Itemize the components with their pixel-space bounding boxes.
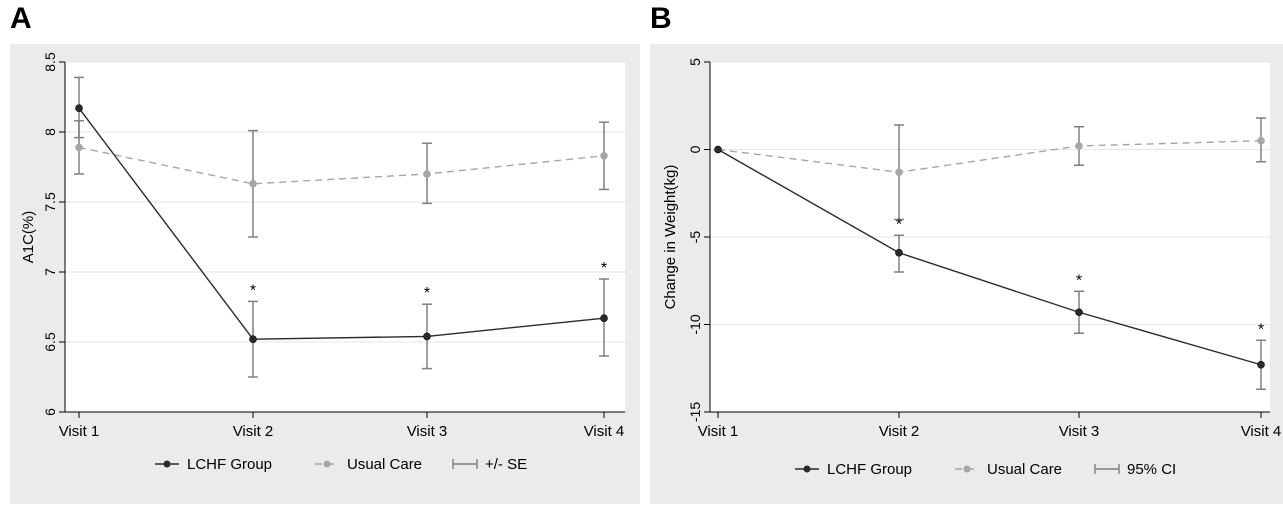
data-point-a — [249, 335, 257, 344]
legend-label-usual-b: Usual Care — [987, 461, 1062, 478]
panel-b-letter: B — [650, 2, 672, 35]
y-tick-label-b: 0 — [687, 145, 703, 153]
x-tick-label-a: Visit 2 — [233, 423, 274, 440]
legend-label-usual-a: Usual Care — [347, 456, 422, 473]
chart-b-svg: -15 -10 -5 0 5 Change in Weight(kg) Visit 1 Vis… — [662, 58, 1282, 478]
x-tick-label-b: Visit 3 — [1059, 423, 1100, 440]
significance-marker-a: * — [601, 260, 607, 277]
series-line-a — [78, 107, 605, 340]
data-point-a — [423, 170, 431, 178]
series-line-a — [78, 146, 605, 185]
x-tick-label-a: Visit 1 — [59, 423, 100, 440]
legend-marker-lchf-b — [803, 465, 811, 473]
data-point-a — [249, 180, 257, 188]
plot-area-a — [65, 62, 625, 412]
y-tick-label-b: -5 — [687, 231, 703, 244]
y-tick-label-a: 7.5 — [42, 192, 58, 212]
series-line-b — [717, 148, 1262, 366]
panel-a: 6 6.5 7 7.5 8 8.5 A1C(%) Visit 1 Visit 2 Visit 3 V… — [10, 44, 640, 504]
y-tick-label-a: 6 — [42, 408, 58, 416]
legend-marker-lchf-a — [163, 460, 171, 468]
y-tick-label-b: 5 — [687, 58, 703, 66]
x-tick-label-b: Visit 4 — [1241, 423, 1282, 440]
data-point-b — [1257, 360, 1265, 369]
y-axis-label-a: A1C(%) — [20, 211, 37, 264]
data-point-b — [1075, 142, 1083, 150]
significance-marker-b: * — [896, 216, 902, 233]
legend-marker-usual-a — [323, 460, 331, 468]
data-point-b — [1075, 308, 1083, 317]
legend-label-err-b: 95% CI — [1127, 461, 1176, 478]
y-tick-label-a: 8 — [42, 128, 58, 136]
data-point-b — [1257, 136, 1265, 145]
data-point-b — [714, 145, 722, 154]
x-tick-label-b: Visit 1 — [698, 423, 739, 440]
y-tick-label-b: -15 — [687, 402, 703, 422]
x-tick-label-a: Visit 4 — [584, 423, 625, 440]
data-point-b — [895, 168, 903, 177]
data-point-a — [75, 143, 83, 152]
legend-label-lchf-a: LCHF Group — [187, 456, 272, 473]
y-tick-label-b: -10 — [687, 314, 703, 334]
data-point-a — [75, 104, 83, 112]
y-tick-label-a: 8.5 — [42, 52, 58, 72]
significance-marker-a: * — [424, 285, 430, 302]
panel-a-letter: A — [10, 2, 32, 35]
y-tick-label-a: 6.5 — [42, 332, 58, 352]
significance-marker-b: * — [1076, 272, 1082, 289]
data-point-a — [600, 152, 608, 160]
legend-label-err-a: +/- SE — [485, 456, 527, 473]
significance-marker-a: * — [250, 282, 256, 299]
x-tick-label-b: Visit 2 — [879, 423, 920, 440]
y-tick-label-a: 7 — [42, 268, 58, 276]
legend-label-lchf-b: LCHF Group — [827, 461, 912, 478]
data-point-b — [895, 248, 903, 257]
x-tick-label-a: Visit 3 — [407, 423, 448, 440]
legend-marker-usual-b — [963, 465, 971, 473]
y-axis-label-b: Change in Weight(kg) — [662, 165, 679, 310]
significance-marker-b: * — [1258, 321, 1264, 338]
panel-b: -15 -10 -5 0 5 Change in Weight(kg) Visit 1 Vis… — [650, 44, 1283, 504]
data-point-a — [600, 314, 608, 323]
chart-a-svg: 6 6.5 7 7.5 8 8.5 A1C(%) Visit 1 Visit 2 Visit 3 V… — [20, 52, 625, 473]
data-point-a — [423, 332, 431, 341]
